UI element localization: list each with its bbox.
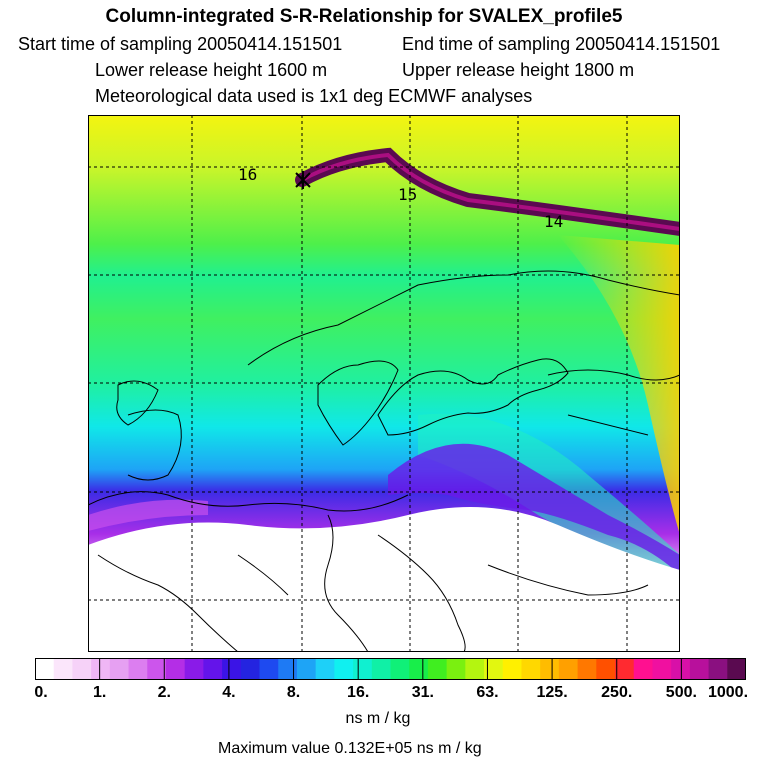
colorbar-swatch [128, 658, 148, 680]
colorbar-swatch [708, 658, 728, 680]
colorbar-swatch [671, 658, 691, 680]
colorbar-swatch [446, 658, 466, 680]
colorbar-swatch [109, 658, 130, 680]
colorbar-swatch [184, 658, 204, 680]
colorbar-swatch [409, 658, 429, 680]
colorbar-swatch [727, 658, 746, 680]
colorbar-swatch [222, 658, 242, 680]
colorbar-swatch [577, 658, 597, 680]
trajectory-label-16: 16 [238, 165, 257, 184]
colorbar-border [35, 658, 746, 680]
colorbar-swatch [540, 658, 560, 680]
colorbar-tick-label: 31. [411, 684, 434, 701]
colorbar-swatch [147, 658, 167, 680]
colorbar-tick-label: 2. [157, 684, 171, 701]
colorbar-tick-label: 1. [92, 684, 107, 701]
colorbar-tick-label: 1000. [707, 684, 749, 701]
colorbar-tick-label: 0. [34, 684, 48, 701]
colorbar-swatch [633, 658, 653, 680]
colorbar-swatch [652, 658, 672, 680]
colorbar-swatch [334, 658, 354, 680]
release-point-marker [295, 171, 311, 189]
colorbar-swatch [427, 658, 448, 680]
lower-release-height: Lower release height 1600 m [95, 60, 328, 80]
colorbar-swatch [53, 658, 73, 680]
colorbar-swatch [203, 658, 223, 680]
colorbar-tick-label: 63. [476, 684, 499, 701]
colorbar-swatch [240, 658, 261, 680]
colorbar-swatch [296, 658, 317, 680]
meteorological-data: Meteorological data used is 1x1 deg ECMW… [95, 86, 533, 106]
colorbar-tick-label: 4. [222, 684, 236, 701]
colorbar-swatch [390, 658, 410, 680]
colorbar-tick-label: 500. [665, 684, 697, 701]
colorbar [35, 658, 746, 680]
colorbar-swatch [502, 658, 522, 680]
colorbar-swatch [35, 658, 55, 680]
start-time: Start time of sampling 20050414.151501 [18, 34, 343, 54]
colorbar-swatch [315, 658, 335, 680]
chart-title: Column-integrated S-R-Relationship for S… [105, 6, 623, 27]
colorbar-tick-label: 125. [536, 684, 568, 701]
trajectory-label-15: 15 [398, 185, 417, 204]
colorbar-units: ns m / kg [345, 710, 411, 727]
colorbar-tick-label: 250. [601, 684, 633, 701]
trajectory-label-14: 14 [544, 212, 563, 231]
colorbar-tick-label: 8. [286, 684, 301, 701]
sensitivity-map: 16 15 14 [88, 115, 680, 652]
colorbar-swatch [72, 658, 92, 680]
colorbar-tick-label: 16. [347, 684, 370, 701]
maximum-value: Maximum value 0.132E+05 ns m / kg [218, 740, 482, 757]
colorbar-swatch [596, 658, 616, 680]
colorbar-swatch [521, 658, 541, 680]
colorbar-swatch [689, 658, 710, 680]
colorbar-swatch [371, 658, 391, 680]
colorbar-swatch [484, 658, 504, 680]
colorbar-swatch [615, 658, 635, 680]
colorbar-swatch [465, 658, 485, 680]
lat-lon-grid [88, 115, 680, 652]
colorbar-swatch [259, 658, 279, 680]
colorbar-swatch [91, 658, 111, 680]
end-time: End time of sampling 20050414.151501 [402, 34, 721, 54]
colorbar-swatch [165, 658, 186, 680]
colorbar-swatch [558, 658, 579, 680]
upper-release-height: Upper release height 1800 m [402, 60, 635, 80]
colorbar-swatch [353, 658, 373, 680]
colorbar-swatch [278, 658, 298, 680]
